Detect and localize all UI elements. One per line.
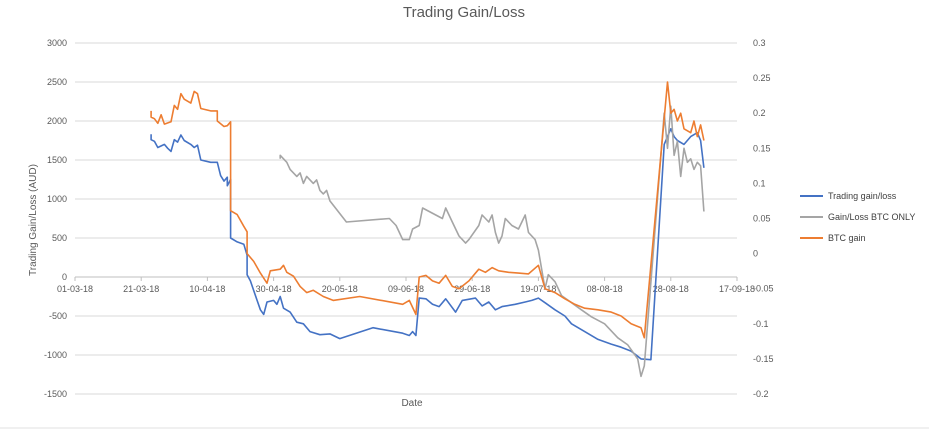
y2-tick-label: -0.15 bbox=[753, 354, 774, 364]
x-tick-label: 21-03-18 bbox=[123, 284, 159, 294]
y-axis-label: Trading Gain/Loss (AUD) bbox=[28, 164, 39, 276]
y2-tick-label: 0.3 bbox=[753, 38, 766, 48]
x-tick-label: 20-05-18 bbox=[322, 284, 358, 294]
series-line-3 bbox=[150, 81, 705, 339]
y-tick-label: 2000 bbox=[47, 116, 67, 126]
x-axis-label: Date bbox=[401, 398, 423, 409]
x-tick-label: 09-06-18 bbox=[388, 284, 424, 294]
y2-tick-label: -0.05 bbox=[753, 284, 774, 294]
gridlines bbox=[75, 42, 737, 395]
legend-label: BTC gain bbox=[828, 233, 866, 243]
series-line-2 bbox=[279, 105, 705, 378]
x-tick-label: 29-06-18 bbox=[454, 284, 490, 294]
y2-tick-label: 0.1 bbox=[753, 178, 766, 188]
x-tick-label: 08-08-18 bbox=[587, 284, 623, 294]
x-tick-label: 01-03-18 bbox=[57, 284, 93, 294]
legend-label: Trading gain/loss bbox=[828, 191, 897, 201]
y2-tick-label: 0 bbox=[753, 249, 758, 259]
y2-tick-label: 0.2 bbox=[753, 108, 766, 118]
left-axis-ticks: 3000 2500 2000 1500 1000 500 0 -500 -1000 -1500 bbox=[44, 38, 67, 399]
right-axis-ticks: 0.3 0.25 0.2 0.15 0.1 0.05 0 -0.05 -0.1 -0.15 -0.2 bbox=[753, 38, 774, 399]
y2-tick-label: 0.15 bbox=[753, 143, 771, 153]
y-tick-label: 1500 bbox=[47, 155, 67, 165]
y-tick-label: -1500 bbox=[44, 389, 67, 399]
y-tick-label: 500 bbox=[52, 233, 67, 243]
y2-tick-label: -0.1 bbox=[753, 319, 769, 329]
y2-tick-label: -0.2 bbox=[753, 389, 769, 399]
y-tick-label: -1000 bbox=[44, 350, 67, 360]
legend-label: Gain/Loss BTC ONLY bbox=[828, 212, 915, 222]
legend: Trading gain/loss Gain/Loss BTC ONLY BTC g… bbox=[800, 191, 915, 243]
x-tick-label: 10-04-18 bbox=[189, 284, 225, 294]
y-tick-label: 3000 bbox=[47, 38, 67, 48]
x-tick-label: 17-09-18 bbox=[719, 284, 755, 294]
series-lines bbox=[150, 81, 705, 378]
x-tick-label: 19-07-18 bbox=[520, 284, 556, 294]
y-tick-label: 1000 bbox=[47, 194, 67, 204]
y-tick-label: -500 bbox=[49, 311, 67, 321]
x-tick-label: 30-04-18 bbox=[256, 284, 292, 294]
y-tick-label: 0 bbox=[62, 272, 67, 282]
y-tick-label: 2500 bbox=[47, 77, 67, 87]
x-tick-label: 28-08-18 bbox=[653, 284, 689, 294]
series-line-1 bbox=[150, 128, 705, 361]
chart-title: Trading Gain/Loss bbox=[403, 4, 525, 21]
x-axis-ticks: 01-03-18 21-03-18 10-04-18 30-04-18 20-05-18… bbox=[57, 276, 755, 294]
y2-tick-label: 0.05 bbox=[753, 214, 771, 224]
y2-tick-label: 0.25 bbox=[753, 73, 771, 83]
